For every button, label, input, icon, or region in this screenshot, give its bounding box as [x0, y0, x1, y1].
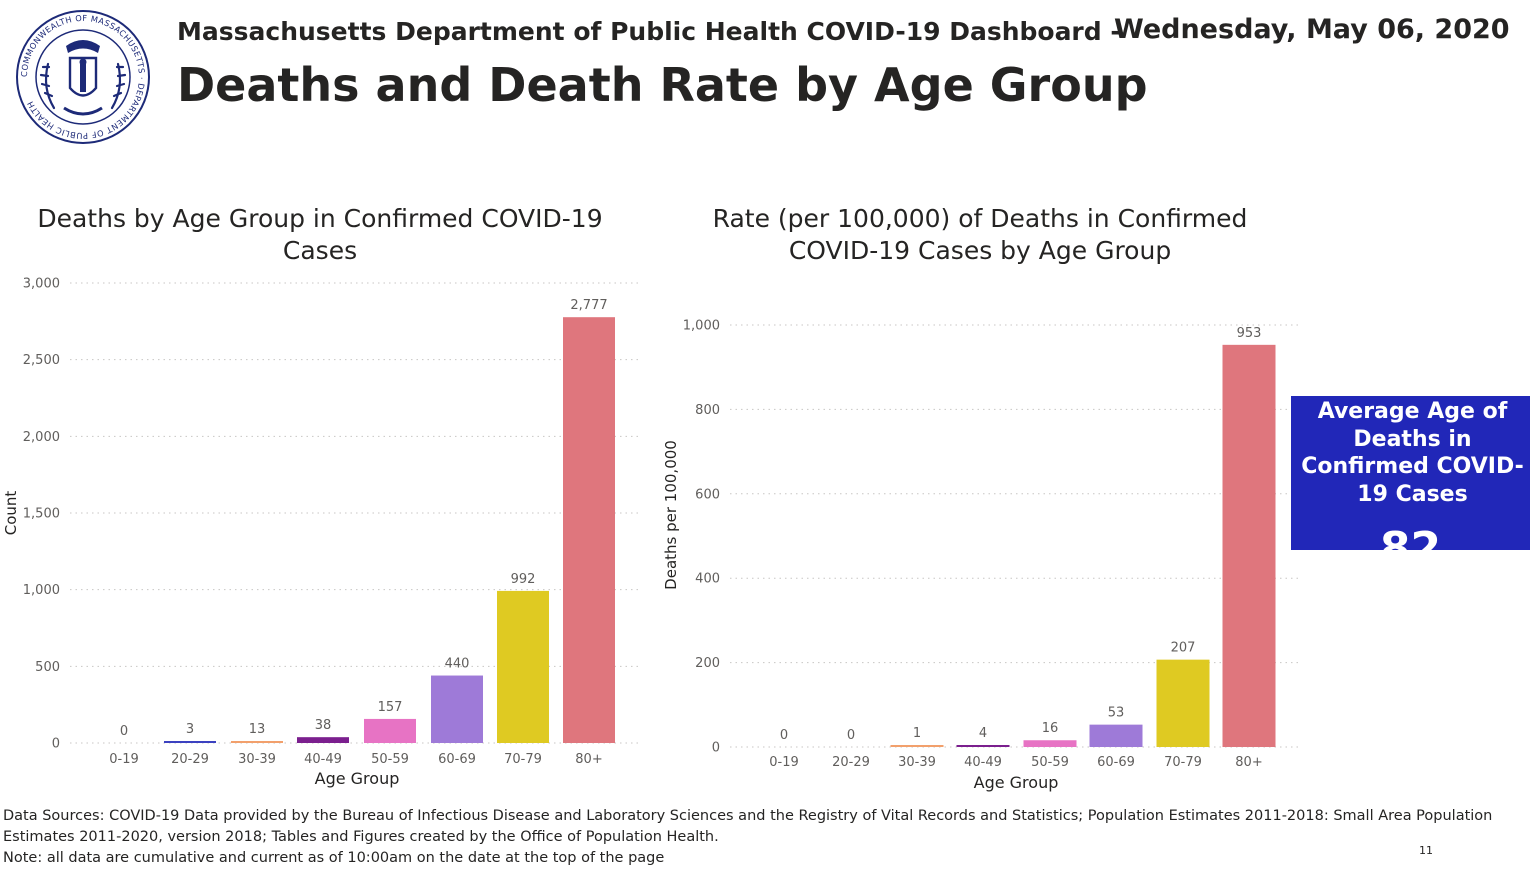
- bar-60-69: [1089, 724, 1143, 747]
- data-label: 0: [120, 724, 128, 739]
- data-label: 3: [186, 722, 194, 737]
- bar-80+: [1222, 344, 1276, 747]
- bar-80+: [563, 317, 615, 743]
- bar-40-49: [956, 745, 1010, 747]
- data-label: 13: [249, 722, 266, 737]
- average-age-value: 82: [1379, 523, 1442, 574]
- data-label: 953: [1237, 326, 1262, 341]
- x-tick-label: 60-69: [1097, 755, 1135, 770]
- y-tick-label: 3,000: [23, 277, 60, 292]
- deaths-chart-title: Deaths by Age Group in Confirmed COVID-1…: [37, 204, 603, 265]
- y-tick-label: 400: [695, 572, 720, 587]
- chart-deaths: 0 500 1,000 1,500 2,000 2,500 3,000 0 0-19 3 20-29…: [2, 277, 642, 788]
- x-tick-label: 30-39: [238, 752, 276, 767]
- x-tick-label: 50-59: [1031, 755, 1069, 770]
- bar-60-69: [431, 675, 483, 743]
- x-tick-label: 30-39: [898, 755, 936, 770]
- y-tick-label: 1,000: [23, 583, 60, 598]
- x-tick-label: 70-79: [504, 752, 542, 767]
- y-tick-label: 500: [35, 660, 60, 675]
- dashboard-subtitle: Massachusetts Department of Public Healt…: [177, 17, 1121, 46]
- data-label: 440: [445, 657, 470, 672]
- x-tick-label: 80+: [1235, 755, 1262, 770]
- x-tick-label: 20-29: [832, 755, 870, 770]
- page-title: Deaths and Death Rate by Age Group: [177, 58, 1148, 112]
- x-tick-label: 60-69: [438, 752, 476, 767]
- x-tick-label: 0-19: [109, 752, 139, 767]
- average-age-card: Average Age of Deaths in Confirmed COVID…: [1291, 396, 1530, 574]
- page-number: 11: [1419, 844, 1433, 857]
- x-tick-label: 80+: [575, 752, 602, 767]
- bar-20-29: [164, 741, 216, 743]
- chart-rate: 0 200 400 600 800 1,000 0 0-19 0 20-29 1 30-39 4 40-4…: [662, 319, 1300, 792]
- y-tick-label: 800: [695, 403, 720, 418]
- report-date: Wednesday, May 06, 2020: [1114, 14, 1510, 45]
- y-tick-label: 0: [52, 737, 60, 752]
- mass-dph-seal-logo: COMMONWEALTH OF MASSACHUSETTS · DEPARTME…: [16, 10, 150, 144]
- data-label: 0: [780, 728, 788, 743]
- data-sources-text: Data Sources: COVID-19 Data provided by …: [3, 808, 1493, 845]
- x-tick-label: 70-79: [1164, 755, 1202, 770]
- y-axis-title: Count: [2, 491, 20, 536]
- rate-chart-title: Rate (per 100,000) of Deaths in Confirme…: [712, 204, 1248, 265]
- x-tick-label: 20-29: [171, 752, 209, 767]
- y-tick-label: 200: [695, 656, 720, 671]
- data-label: 992: [511, 572, 536, 587]
- data-label: 53: [1108, 706, 1125, 721]
- data-label: 16: [1042, 721, 1059, 736]
- x-axis-title: Age Group: [974, 773, 1059, 792]
- x-tick-label: 40-49: [304, 752, 342, 767]
- data-label: 157: [378, 700, 403, 715]
- x-tick-label: 50-59: [371, 752, 409, 767]
- x-axis-title: Age Group: [315, 769, 400, 788]
- y-tick-label: 0: [712, 741, 720, 756]
- y-tick-label: 1,500: [23, 507, 60, 522]
- bar-30-39: [231, 741, 283, 743]
- footer-notes: Data Sources: COVID-19 Data provided by …: [3, 806, 1523, 869]
- x-tick-label: 0-19: [769, 755, 799, 770]
- bar-50-59: [364, 718, 416, 743]
- bar-50-59: [1023, 740, 1077, 747]
- x-tick-label: 40-49: [964, 755, 1002, 770]
- data-label: 1: [913, 726, 921, 741]
- y-tick-label: 2,500: [23, 353, 60, 368]
- data-label: 2,777: [570, 298, 607, 313]
- data-note-text: Note: all data are cumulative and curren…: [3, 850, 665, 866]
- y-tick-label: 600: [695, 487, 720, 502]
- bar-70-79: [1156, 659, 1210, 747]
- y-axis-title: Deaths per 100,000: [662, 440, 680, 590]
- bar-70-79: [497, 590, 549, 743]
- data-label: 207: [1171, 641, 1196, 656]
- bar-30-39: [890, 745, 944, 747]
- bar-40-49: [297, 737, 349, 743]
- y-tick-label: 1,000: [683, 319, 720, 334]
- y-tick-label: 2,000: [23, 430, 60, 445]
- data-label: 4: [979, 726, 987, 741]
- average-age-label: Average Age of Deaths in Confirmed COVID…: [1301, 399, 1524, 507]
- data-label: 0: [847, 728, 855, 743]
- data-label: 38: [315, 718, 332, 733]
